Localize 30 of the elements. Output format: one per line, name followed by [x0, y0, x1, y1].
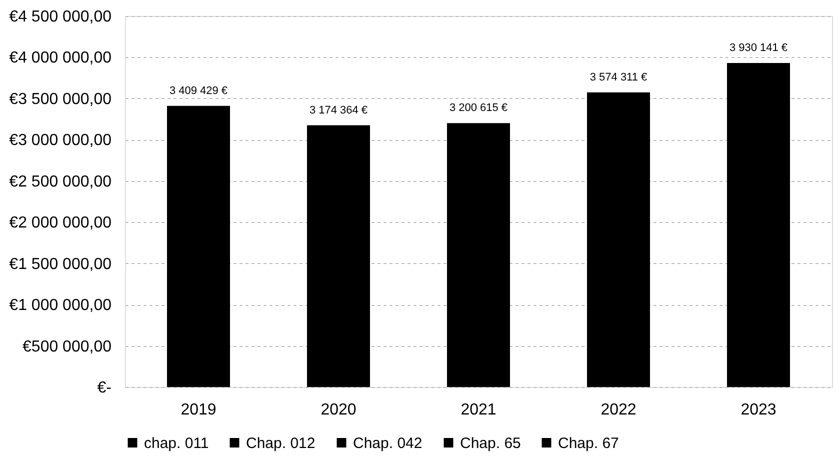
total-label: 3 930 141 € [729, 42, 788, 54]
x-tick-label: 2019 [180, 402, 216, 418]
y-tick-label: €1 500 000,00 [9, 256, 112, 273]
y-tick-label: €3 500 000,00 [9, 90, 112, 108]
y-tick-label: €4 000 000,00 [9, 50, 112, 67]
y-tick-label: €- [97, 380, 112, 396]
x-tick-label: 2023 [740, 402, 776, 418]
legend-label: Chap. 042 [353, 434, 422, 452]
x-tick-label: 2021 [460, 402, 496, 418]
bar [307, 125, 370, 387]
bar [447, 123, 510, 387]
bar [167, 106, 230, 387]
x-tick-label: 2020 [320, 402, 356, 418]
total-label: 3 200 615 € [449, 102, 508, 114]
y-tick-label: €4 500 000,00 [9, 8, 112, 26]
total-label: 3 409 429 € [169, 84, 228, 97]
bar [727, 62, 790, 387]
total-label: 3 174 364 € [309, 104, 368, 116]
legend-label: Chap. 67 [558, 434, 619, 452]
y-tick-label: €2 500 000,00 [9, 173, 112, 190]
x-tick-label: 2022 [600, 402, 636, 418]
y-tick-label: €2 000 000,00 [9, 214, 112, 232]
bar [587, 92, 650, 387]
total-label: 3 574 311 € [590, 71, 648, 84]
y-tick-label: €3 000 000,00 [9, 132, 112, 150]
legend-label: Chap. 012 [246, 434, 316, 452]
y-tick-label: €500 000,00 [22, 338, 112, 356]
legend-label: Chap. 65 [460, 434, 521, 452]
y-tick-label: €1 000 000,00 [9, 297, 112, 314]
legend-label: chap. 011 [144, 434, 209, 452]
